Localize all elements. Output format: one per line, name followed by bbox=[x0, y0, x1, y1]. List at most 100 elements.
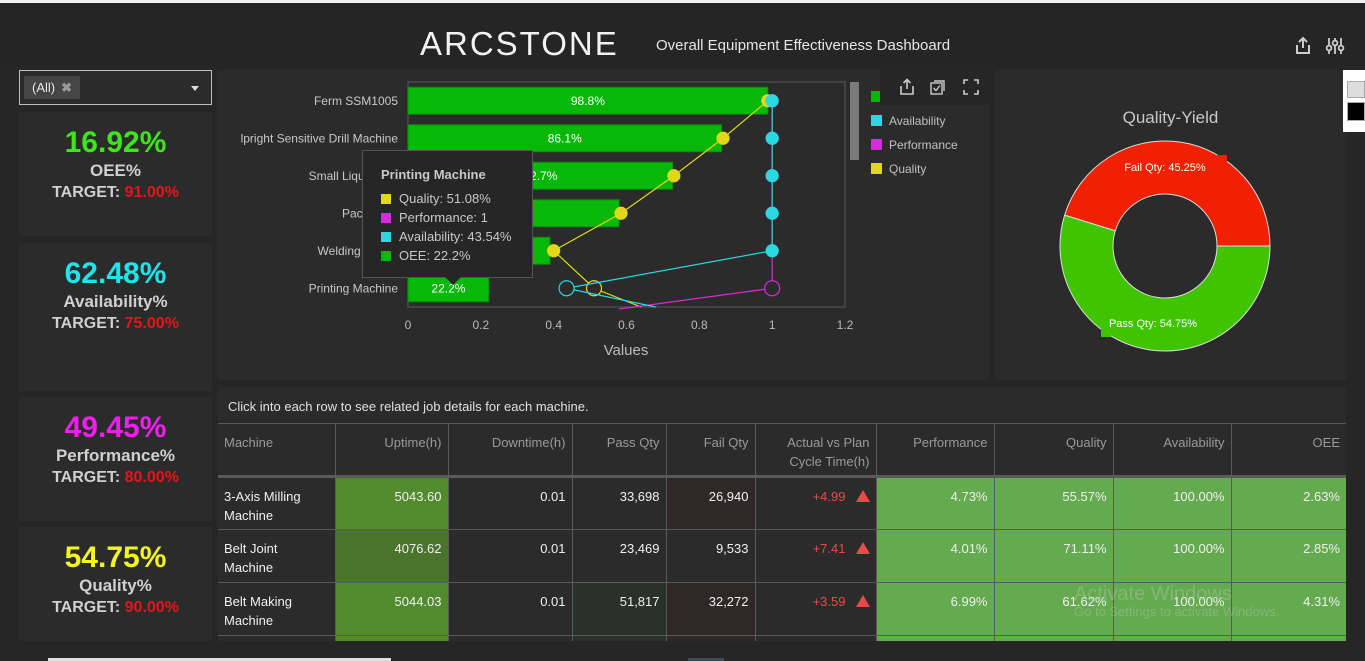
select-icon[interactable] bbox=[929, 78, 947, 96]
col-cycle-time[interactable]: Actual vs Plan Cycle Time(h) bbox=[754, 423, 876, 478]
kpi-label: Quality% bbox=[79, 576, 152, 595]
quality-point bbox=[716, 131, 730, 145]
legend-swatch-availability bbox=[871, 115, 882, 126]
kpi-target: TARGET: 90.00% bbox=[52, 599, 179, 616]
cell-uptime: 4076.62 bbox=[334, 529, 448, 583]
chart-toolbar bbox=[880, 70, 990, 105]
oee-bar-chart-panel: 0 0.2 0.4 0.6 0.8 1 1.2 Values Ferm SSM1005 lprig… bbox=[218, 70, 989, 380]
table-row[interactable]: 3-Axis Milling Machine 5043.60 0.01 33,6… bbox=[218, 476, 1346, 530]
legend-swatch-quality bbox=[871, 163, 882, 174]
fullscreen-icon[interactable] bbox=[962, 78, 980, 96]
cell-availability: 100.00% bbox=[1112, 582, 1231, 636]
pass-qty-label: Pass Qty: 54.75% bbox=[1109, 318, 1197, 330]
col-machine[interactable]: Machine bbox=[218, 423, 335, 478]
x-tick-label: 0.8 bbox=[691, 318, 708, 332]
header: ARCSTONE Overall Equipment Effectiveness… bbox=[0, 3, 1365, 67]
chart-scrollbar bbox=[850, 82, 859, 160]
oee-bar-label: 86.1% bbox=[548, 131, 582, 145]
tooltip-row-performance: Performance: 1 bbox=[381, 210, 488, 225]
y-category-label: Printing Machine bbox=[309, 281, 399, 295]
performance-point bbox=[764, 280, 781, 297]
up-triangle-icon bbox=[855, 490, 870, 502]
cell-cycle-diff: +7.41 bbox=[754, 529, 876, 583]
tooltip-pointer bbox=[445, 277, 461, 285]
col-availability[interactable]: Availability bbox=[1112, 423, 1231, 478]
cell-oee: 4.31% bbox=[1230, 582, 1346, 636]
quality-point bbox=[667, 169, 681, 183]
cell-uptime bbox=[334, 635, 448, 641]
cell-availability: 100.00% bbox=[1112, 529, 1231, 583]
cell-performance: 6.99% bbox=[875, 582, 994, 636]
horizontal-scrollbar[interactable] bbox=[48, 658, 391, 661]
kpi-label: Performance% bbox=[55, 446, 176, 465]
kpi-label: OEE% bbox=[89, 161, 142, 180]
kpi-target: TARGET: 91.00% bbox=[52, 184, 179, 201]
col-uptime[interactable]: Uptime(h) bbox=[334, 423, 448, 478]
availability-point bbox=[765, 244, 779, 258]
col-downtime[interactable]: Downtime(h) bbox=[447, 423, 572, 478]
settings-sliders-icon[interactable] bbox=[1325, 36, 1345, 56]
machine-table: Machine Uptime(h) Downtime(h) Pass Qty F… bbox=[218, 423, 1346, 641]
close-icon[interactable]: ✖ bbox=[61, 80, 73, 95]
y-category-label: Ferm SSM1005 bbox=[314, 94, 398, 108]
legend-label-performance: Performance bbox=[889, 138, 958, 152]
cell-pass-qty: 23,469 bbox=[571, 529, 666, 583]
availability-point bbox=[765, 94, 779, 108]
availability-point bbox=[765, 169, 779, 183]
table-row[interactable] bbox=[218, 635, 1346, 641]
share-icon[interactable] bbox=[1293, 36, 1313, 56]
cell-oee: 2.63% bbox=[1230, 476, 1346, 530]
light-swatch[interactable] bbox=[1347, 81, 1365, 98]
col-fail-qty[interactable]: Fail Qty bbox=[665, 423, 755, 478]
x-tick-label: 0.4 bbox=[545, 318, 562, 332]
oee-bar-chart: 0 0.2 0.4 0.6 0.8 1 1.2 Values Ferm SSM1005 lprig… bbox=[241, 81, 958, 359]
pass-qty-slice[interactable] bbox=[1059, 214, 1271, 352]
window-top-edge bbox=[0, 0, 1365, 3]
dark-swatch[interactable] bbox=[1347, 102, 1365, 121]
chart-tooltip: Printing Machine Quality: 51.08% Perform… bbox=[362, 150, 533, 278]
cell-downtime bbox=[447, 635, 572, 641]
table-row[interactable]: Belt Making Machine 5044.03 0.01 51,817 … bbox=[218, 582, 1346, 636]
up-triangle-icon bbox=[855, 542, 870, 554]
y-category-label: lpright Sensitive Drill Machine bbox=[241, 131, 399, 145]
col-oee[interactable]: OEE bbox=[1230, 423, 1346, 478]
machine-filter-select[interactable]: (All) ✖ bbox=[19, 70, 212, 105]
cell-quality: 71.11% bbox=[993, 529, 1113, 583]
cell-machine: Belt Joint Machine bbox=[218, 529, 335, 583]
legend-swatch bbox=[381, 232, 391, 242]
cell-fail-qty: 32,272 bbox=[665, 582, 755, 636]
cell-cycle-diff bbox=[754, 635, 876, 641]
col-performance[interactable]: Performance bbox=[875, 423, 994, 478]
legend-swatch-oee bbox=[871, 91, 882, 102]
cell-fail-qty: 9,533 bbox=[665, 529, 755, 583]
cell-uptime: 5043.60 bbox=[334, 476, 448, 530]
kpi-target: TARGET: 75.00% bbox=[52, 315, 179, 332]
col-pass-qty[interactable]: Pass Qty bbox=[571, 423, 666, 478]
table-row[interactable]: Belt Joint Machine 4076.62 0.01 23,469 9… bbox=[218, 529, 1346, 583]
kpi-value: 49.45% bbox=[64, 411, 167, 444]
pass-qty-label-marker bbox=[1101, 328, 1111, 337]
col-quality[interactable]: Quality bbox=[993, 423, 1113, 478]
cell-quality bbox=[993, 635, 1113, 641]
cell-downtime: 0.01 bbox=[447, 476, 572, 530]
dashboard-title: Overall Equipment Effectiveness Dashboar… bbox=[656, 37, 951, 54]
chevron-down-icon[interactable] bbox=[191, 86, 199, 91]
quality-point bbox=[614, 206, 628, 220]
machine-table-panel: Click into each row to see related job d… bbox=[218, 387, 1346, 641]
color-picker-widget[interactable] bbox=[1343, 70, 1365, 132]
kpi-value: 54.75% bbox=[64, 541, 167, 574]
logo: ARCSTONE bbox=[420, 25, 619, 62]
legend-swatch-performance bbox=[871, 139, 882, 150]
filter-chip[interactable]: (All) ✖ bbox=[24, 76, 81, 99]
export-icon[interactable] bbox=[898, 78, 916, 96]
fail-qty-label: Fail Qty: 45.25% bbox=[1124, 162, 1206, 174]
cell-performance: 4.73% bbox=[875, 476, 994, 530]
legend-label-quality: Quality bbox=[889, 162, 926, 176]
kpi-label: Availability% bbox=[63, 292, 168, 311]
fail-qty-slice[interactable] bbox=[1064, 140, 1271, 247]
kpi-card-oee: 16.92% OEE% TARGET: 91.00% bbox=[19, 112, 212, 236]
quality-point bbox=[547, 244, 561, 258]
up-triangle-icon bbox=[855, 595, 870, 607]
legend-swatch bbox=[381, 213, 391, 223]
cell-downtime: 0.01 bbox=[447, 582, 572, 636]
